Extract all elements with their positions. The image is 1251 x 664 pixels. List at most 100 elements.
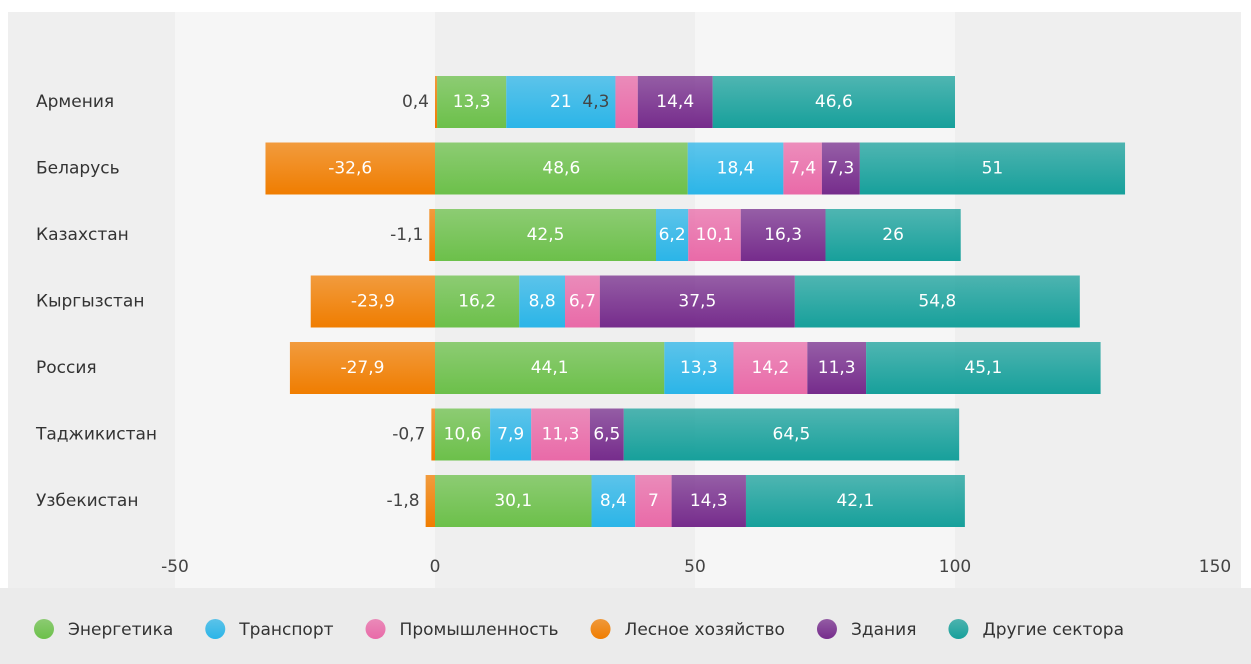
bar	[589, 408, 624, 461]
bar	[794, 275, 1080, 328]
data-label: 54,8	[918, 292, 956, 312]
data-label: -32,6	[328, 159, 372, 179]
bar	[671, 475, 746, 527]
bar	[866, 342, 1101, 394]
data-label: 7,9	[497, 425, 524, 445]
legend-label: Лесное хозяйство	[625, 620, 785, 640]
data-label: 6,7	[569, 292, 596, 312]
bar	[712, 76, 955, 128]
data-label: 30,1	[494, 491, 532, 511]
bar	[519, 275, 565, 328]
bar	[431, 408, 435, 461]
bar	[825, 209, 961, 261]
legend-label: Другие сектора	[982, 620, 1124, 640]
bar	[265, 142, 435, 195]
bar	[859, 142, 1126, 195]
data-label: 13,3	[680, 358, 718, 378]
bar	[733, 342, 808, 394]
data-label: 7,4	[789, 159, 816, 179]
bar	[821, 142, 860, 195]
data-label: 64,5	[773, 425, 811, 445]
data-label: 21	[550, 92, 572, 112]
x-tick-label: 50	[684, 557, 706, 577]
bar	[289, 342, 435, 394]
x-tick-label: 150	[1199, 557, 1231, 577]
data-label: 14,3	[690, 491, 728, 511]
legend-marker	[34, 619, 54, 639]
bar	[635, 475, 672, 527]
data-label: 18,4	[717, 159, 755, 179]
legend-label: Энергетика	[68, 620, 173, 640]
legend-label: Здания	[851, 620, 916, 640]
bar	[807, 342, 867, 394]
legend-marker	[948, 619, 969, 639]
bar	[565, 275, 600, 328]
bar	[435, 76, 438, 128]
data-label: 11,3	[818, 358, 856, 378]
data-label: 16,2	[458, 292, 496, 312]
category-label: Россия	[36, 358, 97, 378]
data-label: 46,6	[815, 92, 853, 112]
data-label: 8,4	[600, 491, 627, 511]
bar	[745, 475, 965, 527]
bar	[783, 142, 822, 195]
data-label: 10,1	[696, 225, 734, 245]
data-label: 37,5	[678, 292, 716, 312]
bar	[591, 475, 636, 527]
data-label: 13,3	[453, 92, 491, 112]
legend-marker	[205, 619, 226, 639]
bar	[740, 209, 826, 261]
bar	[435, 209, 656, 261]
bar	[429, 209, 435, 261]
data-label: 51	[982, 159, 1004, 179]
bar	[435, 342, 665, 394]
category-label: Армения	[36, 92, 114, 112]
bar	[425, 475, 435, 527]
data-label: 26	[882, 225, 904, 245]
data-label: -0,7	[392, 425, 425, 445]
bar	[599, 275, 795, 328]
data-label: 42,1	[836, 491, 874, 511]
data-label: 14,4	[656, 92, 694, 112]
data-label: -1,1	[390, 225, 423, 245]
bar	[490, 408, 532, 461]
category-label: Казахстан	[36, 225, 129, 245]
data-label: -23,9	[351, 292, 395, 312]
data-label: 7,3	[827, 159, 854, 179]
bar	[435, 275, 520, 328]
bar	[656, 209, 689, 261]
category-label: Беларусь	[36, 159, 120, 179]
data-label: 0,4	[402, 92, 429, 112]
data-label: -1,8	[386, 491, 419, 511]
data-label: 44,1	[531, 358, 569, 378]
category-label: Узбекистан	[36, 491, 138, 511]
category-label: Кыргызстан	[36, 292, 144, 312]
legend-marker	[816, 619, 837, 639]
data-label: 4,3	[582, 92, 609, 112]
data-label: 6,5	[593, 425, 620, 445]
bar	[664, 342, 734, 394]
data-label: 16,3	[764, 225, 802, 245]
data-label: 48,6	[542, 159, 580, 179]
data-label: 45,1	[964, 358, 1002, 378]
legend-marker	[590, 619, 611, 639]
data-label: -27,9	[340, 358, 384, 378]
data-label: 8,8	[529, 292, 556, 312]
x-tick-label: -50	[161, 557, 189, 577]
data-label: 7	[648, 491, 659, 511]
bar	[637, 76, 713, 128]
bar	[531, 408, 590, 461]
bar	[435, 475, 592, 527]
x-tick-label: 100	[939, 557, 971, 577]
bar	[310, 275, 435, 328]
data-label: 14,2	[751, 358, 789, 378]
legend-label: Транспорт	[238, 620, 333, 640]
bar	[615, 76, 638, 128]
bar	[435, 142, 688, 195]
bar	[435, 408, 491, 461]
bar	[688, 209, 741, 261]
data-label: 10,6	[444, 425, 482, 445]
legend-label: Промышленность	[400, 620, 559, 640]
category-label: Таджикистан	[35, 425, 157, 445]
